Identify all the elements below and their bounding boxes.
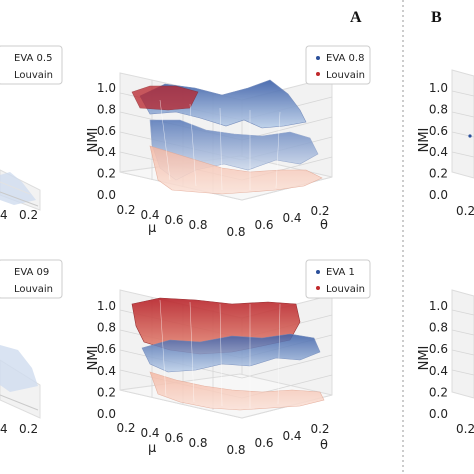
plot-top-left: EVA 0.5 Louvain 4 0.2 bbox=[0, 45, 63, 222]
z-axis-label: NMI bbox=[86, 346, 101, 371]
z-tick-label: 0.2 bbox=[429, 385, 448, 399]
z-tick-label: 0.6 bbox=[429, 124, 448, 138]
z-tick-label: 0.4 bbox=[429, 145, 448, 159]
z-tick-label: 0.0 bbox=[429, 188, 448, 202]
z-tick-label: 0.4 bbox=[429, 364, 448, 378]
x-tick-label: 0.2 bbox=[310, 422, 329, 436]
legend-entry: EVA 0.8 bbox=[326, 53, 364, 64]
legend-entry: EVA 1 bbox=[326, 267, 355, 278]
z-tick-label: 0.6 bbox=[97, 124, 116, 138]
x-axis: 0.2 0.4 0.6 0.8 bbox=[116, 421, 207, 450]
x-axis-label: μ bbox=[148, 221, 156, 236]
legend-entry: Louvain bbox=[326, 70, 365, 81]
z-axis: 0.0 0.2 0.4 0.6 0.8 1.0 bbox=[429, 81, 448, 202]
z-tick-label: 0.8 bbox=[429, 321, 448, 335]
tick-label: 0.2 bbox=[19, 208, 38, 222]
z-tick-label: 1.0 bbox=[97, 81, 116, 95]
y-axis-label: θ bbox=[320, 438, 328, 453]
z-tick-label: 0.0 bbox=[97, 407, 116, 421]
legend-entry: Louvain bbox=[14, 284, 53, 295]
tick-label: 0.2 bbox=[456, 422, 474, 436]
tick-label: 0.2 bbox=[19, 422, 38, 436]
surface-louvain-lower bbox=[149, 371, 325, 411]
z-axis-label: NMI bbox=[86, 128, 101, 153]
tick-label: 0.2 bbox=[456, 204, 474, 218]
plot-top-middle: 0.00.20.40.60.81.0 NMI 0.2 0.4 0.6 0.8 μ 0.… bbox=[86, 45, 371, 239]
z-tick-label: 1.0 bbox=[97, 299, 116, 313]
z-tick-label: 0.2 bbox=[97, 167, 116, 181]
x-tick-label: 0.6 bbox=[254, 218, 273, 232]
tick-label: 4 bbox=[0, 208, 8, 222]
z-axis-label: NMI bbox=[417, 346, 432, 371]
x-tick-label: 0.4 bbox=[282, 429, 301, 443]
x-tick-label: 0.2 bbox=[310, 204, 329, 218]
x-tick-label: 0.2 bbox=[116, 203, 135, 217]
x-tick-label: 0.2 bbox=[116, 421, 135, 435]
y-axis: 0.8 0.6 0.4 0.2 bbox=[226, 204, 329, 239]
plot-bottom-right: 0.0 0.2 0.4 0.6 0.8 1.0 NMI 0.2 bbox=[417, 289, 474, 436]
z-axis-label: NMI bbox=[417, 128, 432, 153]
surface-eva bbox=[141, 333, 321, 373]
legend-marker-louvain bbox=[316, 72, 320, 76]
x-tick-label: 0.6 bbox=[164, 431, 183, 445]
y-axis: 0.8 0.6 0.4 0.2 bbox=[226, 422, 329, 457]
legend-entry: Louvain bbox=[326, 284, 365, 295]
tick-label: 4 bbox=[0, 422, 8, 436]
z-tick-label: 0.0 bbox=[429, 407, 448, 421]
legend-marker-eva bbox=[316, 270, 320, 274]
z-tick-label: 0.6 bbox=[97, 342, 116, 356]
x-tick-label: 0.6 bbox=[254, 436, 273, 450]
legend-top-left bbox=[0, 45, 63, 85]
legend-bottom-left bbox=[0, 259, 63, 299]
z-tick-label: 0.2 bbox=[97, 385, 116, 399]
z-tick-label: 0.2 bbox=[429, 167, 448, 181]
z-tick-label: 0.4 bbox=[97, 145, 116, 159]
z-tick-label: 0.0 bbox=[97, 188, 116, 202]
legend-marker-eva bbox=[316, 56, 320, 60]
z-tick-label: 0.8 bbox=[97, 102, 116, 116]
plot-top-right: 0.0 0.2 0.4 0.6 0.8 1.0 NMI 0.2 bbox=[417, 69, 474, 218]
legend-marker-louvain bbox=[316, 286, 320, 290]
x-tick-label: 0.4 bbox=[140, 208, 159, 222]
plot-bottom-middle: 0.00.20.40.60.81.0 NMI 0.2 0.4 0.6 0.8 μ 0.… bbox=[86, 259, 371, 457]
panel-label-a: A bbox=[350, 9, 362, 26]
panel-label-b: B bbox=[431, 9, 442, 26]
x-tick-label: 0.4 bbox=[282, 211, 301, 225]
plot-bottom-left: EVA 09 Louvain 4 0.2 bbox=[0, 259, 63, 436]
z-axis: 0.0 0.2 0.4 0.6 0.8 1.0 bbox=[97, 81, 116, 202]
y-axis-label: θ bbox=[320, 218, 328, 233]
legend-entry: EVA 0.5 bbox=[14, 53, 52, 64]
x-tick-label: 0.4 bbox=[140, 426, 159, 440]
z-axis: 0.0 0.2 0.4 0.6 0.8 1.0 bbox=[97, 299, 116, 421]
x-tick-label: 0.8 bbox=[188, 436, 207, 450]
x-tick-label: 0.8 bbox=[226, 443, 245, 457]
z-tick-label: 1.0 bbox=[429, 81, 448, 95]
z-tick-label: 0.6 bbox=[429, 342, 448, 356]
z-tick-label: 0.4 bbox=[97, 364, 116, 378]
surface-louvain bbox=[131, 85, 199, 111]
legend-entry: Louvain bbox=[14, 70, 53, 81]
z-tick-label: 1.0 bbox=[429, 299, 448, 313]
legend-top-middle bbox=[305, 45, 371, 85]
x-axis-label: μ bbox=[148, 441, 156, 456]
legend-entry: EVA 09 bbox=[14, 267, 49, 278]
x-tick-label: 0.6 bbox=[164, 213, 183, 227]
z-tick-label: 0.8 bbox=[97, 321, 116, 335]
x-tick-label: 0.8 bbox=[188, 218, 207, 232]
z-tick-label: 0.8 bbox=[429, 102, 448, 116]
x-axis: 0.2 0.4 0.6 0.8 bbox=[116, 203, 207, 232]
surface-louvain-lower bbox=[149, 145, 323, 195]
z-axis: 0.0 0.2 0.4 0.6 0.8 1.0 bbox=[429, 299, 448, 421]
x-tick-label: 0.8 bbox=[226, 225, 245, 239]
legend-bottom-middle bbox=[305, 259, 371, 299]
